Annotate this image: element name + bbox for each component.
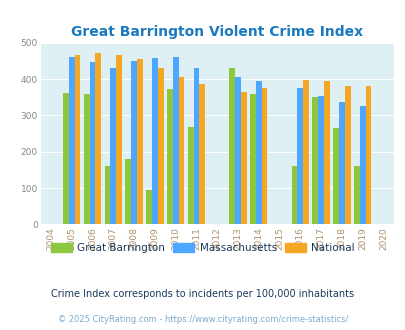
Bar (229, 68, 234, 224)
Bar (353, 166, 359, 224)
Bar (110, 68, 116, 224)
Bar (261, 88, 267, 224)
Text: Crime Index corresponds to incidents per 100,000 inhabitants: Crime Index corresponds to incidents per… (51, 289, 354, 299)
Bar (172, 57, 178, 224)
Bar (125, 159, 131, 224)
Bar (338, 102, 344, 224)
Bar (323, 82, 329, 224)
Text: © 2025 CityRating.com - https://www.cityrating.com/crime-statistics/: © 2025 CityRating.com - https://www.city… (58, 315, 347, 324)
Bar (255, 82, 261, 224)
Bar (311, 97, 318, 224)
Bar (69, 57, 75, 224)
Title: Great Barrington Violent Crime Index: Great Barrington Violent Crime Index (71, 25, 362, 39)
Bar (364, 86, 371, 224)
Bar (303, 80, 308, 224)
Bar (344, 86, 350, 224)
Bar (249, 94, 255, 224)
Bar (131, 61, 136, 224)
Bar (333, 128, 338, 224)
Legend: Great Barrington, Massachusetts, National: Great Barrington, Massachusetts, Nationa… (47, 239, 358, 257)
Bar (234, 77, 240, 224)
Bar (359, 106, 364, 224)
Bar (90, 62, 95, 224)
Bar (199, 84, 205, 224)
Bar (158, 68, 163, 224)
Bar (136, 59, 143, 224)
Bar (116, 55, 122, 224)
Bar (75, 54, 80, 224)
Bar (240, 91, 246, 224)
Bar (146, 190, 151, 224)
Bar (193, 68, 199, 224)
Bar (187, 127, 193, 224)
Bar (178, 77, 184, 224)
Bar (104, 166, 110, 224)
Bar (166, 89, 172, 224)
Bar (291, 166, 297, 224)
Bar (95, 53, 101, 224)
Bar (83, 94, 90, 224)
Bar (318, 95, 323, 224)
Bar (151, 58, 158, 224)
Bar (63, 93, 69, 224)
Bar (297, 88, 303, 224)
